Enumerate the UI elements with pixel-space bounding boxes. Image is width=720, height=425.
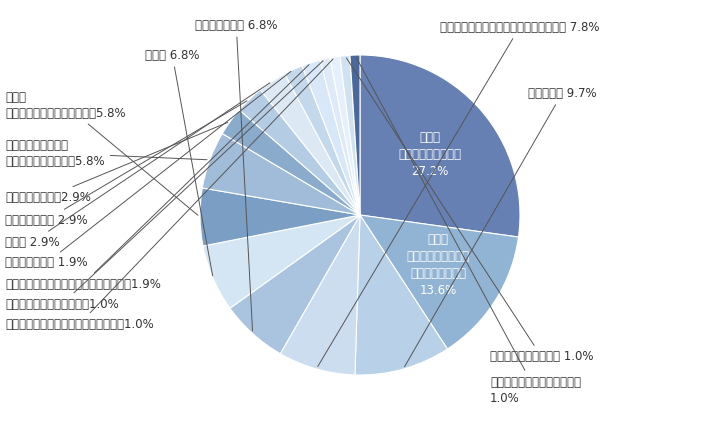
Text: 製造業（印刷・同関連業）1.0%: 製造業（印刷・同関連業）1.0%	[5, 61, 323, 311]
Wedge shape	[222, 110, 360, 215]
Text: 電気・ガス・熱供給・水道業
1.0%: 電気・ガス・熱供給・水道業 1.0%	[356, 57, 581, 405]
Text: 製造業（化学工業、石油・石炭製品）1.0%: 製造業（化学工業、石油・石炭製品）1.0%	[5, 59, 333, 331]
Text: 製造業
（はん用・生産用・
業務用機械器具）
13.6%: 製造業 （はん用・生産用・ 業務用機械器具） 13.6%	[407, 233, 470, 297]
Wedge shape	[203, 215, 360, 308]
Text: 運輸業、郵便業 1.9%: 運輸業、郵便業 1.9%	[5, 71, 291, 269]
Text: 製造業（食料品・飲料・たばこ・飼料）1.9%: 製造業（食料品・飲料・たばこ・飼料）1.9%	[5, 65, 309, 291]
Wedge shape	[202, 133, 360, 215]
Text: 情報通信業 9.7%: 情報通信業 9.7%	[405, 87, 597, 367]
Wedge shape	[360, 215, 518, 349]
Text: 卸売業、小売業 2.9%: 卸売業、小売業 2.9%	[5, 101, 247, 227]
Text: 不動産業、物品賃貸業 1.0%: 不動産業、物品賃貸業 1.0%	[346, 58, 593, 363]
Wedge shape	[280, 215, 360, 375]
Wedge shape	[261, 74, 360, 215]
Wedge shape	[330, 56, 360, 215]
Wedge shape	[230, 215, 360, 354]
Text: 製造業
（電気・情報通信機械器具）5.8%: 製造業 （電気・情報通信機械器具）5.8%	[5, 91, 198, 215]
Wedge shape	[302, 60, 360, 215]
Text: 製造業（その他）2.9%: 製造業（その他）2.9%	[5, 122, 228, 204]
Wedge shape	[350, 55, 360, 215]
Wedge shape	[284, 66, 360, 215]
Text: 製造業（鉄鋼業、非鉄金属・金属製品） 7.8%: 製造業（鉄鋼業、非鉄金属・金属製品） 7.8%	[318, 20, 600, 366]
Text: 製造業
（輸送用機械器具）
27.2%: 製造業 （輸送用機械器具） 27.2%	[398, 130, 462, 178]
Wedge shape	[355, 215, 447, 375]
Text: 公務員 2.9%: 公務員 2.9%	[5, 83, 270, 249]
Text: 製造業（電子部品・
デバイス・電子回路）5.8%: 製造業（電子部品・ デバイス・電子回路）5.8%	[5, 139, 207, 167]
Wedge shape	[320, 58, 360, 215]
Wedge shape	[200, 188, 360, 246]
Wedge shape	[360, 55, 520, 237]
Wedge shape	[340, 55, 360, 215]
Wedge shape	[239, 90, 360, 215]
Text: 専門サービス業 6.8%: 専門サービス業 6.8%	[195, 19, 277, 331]
Text: 建設業 6.8%: 建設業 6.8%	[145, 48, 212, 276]
